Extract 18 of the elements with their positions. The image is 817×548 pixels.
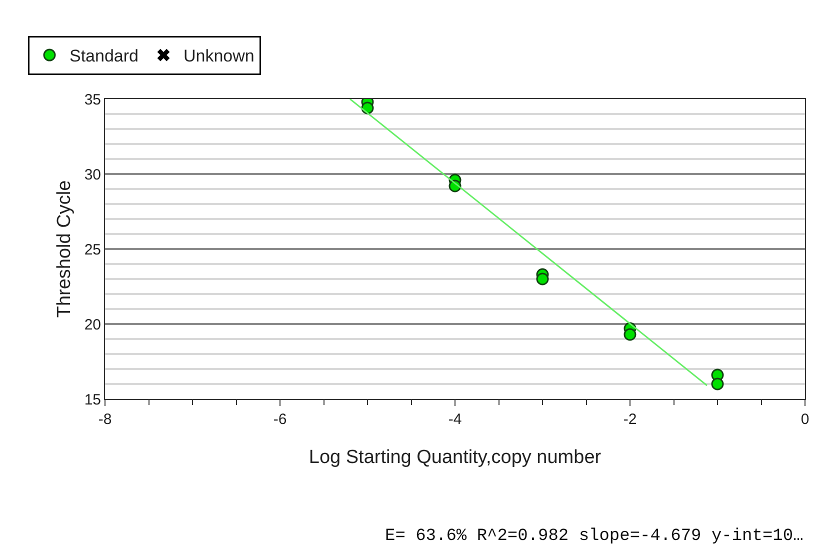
y-tick-label: 25 bbox=[84, 241, 101, 258]
y-tick-label: 30 bbox=[84, 166, 101, 184]
y-axis-title: Threshold Cycle bbox=[54, 180, 76, 318]
x-tick-label: -6 bbox=[273, 411, 287, 428]
point bbox=[624, 328, 636, 341]
x-tick-label: -8 bbox=[98, 411, 112, 428]
text: E= 63.6% R^2=0.982 slope=-4.679 y-int=10… bbox=[385, 527, 804, 546]
point bbox=[711, 378, 724, 390]
point bbox=[536, 272, 549, 286]
y-tick-label: 35 bbox=[84, 91, 101, 108]
x-tick-label: -4 bbox=[448, 411, 462, 428]
x-tick-label: 0 bbox=[800, 411, 810, 428]
y-tick-label: 20 bbox=[84, 316, 101, 334]
x-axis-title: Log Starting Quantity,copy number bbox=[308, 446, 602, 468]
x-tick-label: -2 bbox=[623, 411, 637, 428]
legend-label: Standard bbox=[70, 46, 138, 66]
legend-label: Unknown bbox=[184, 46, 254, 66]
y-tick-label: 15 bbox=[84, 391, 101, 408]
